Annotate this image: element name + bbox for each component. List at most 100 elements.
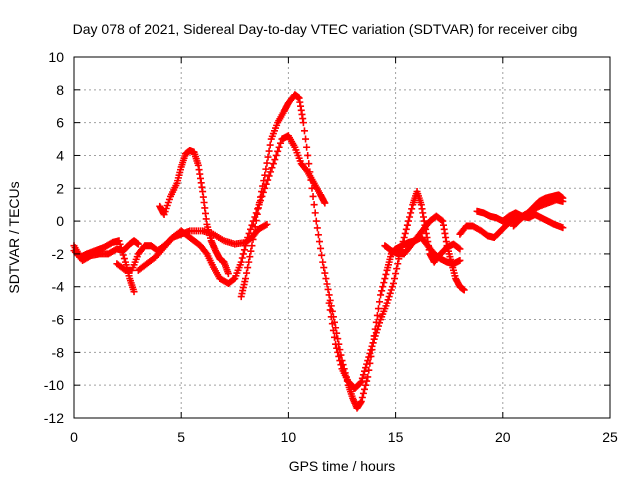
data-point (263, 159, 271, 167)
data-point (359, 389, 367, 397)
y-tick-label: 8 (56, 82, 64, 98)
data-point (323, 280, 331, 288)
data-point (258, 188, 266, 196)
plot-frame (73, 56, 611, 419)
data-point (312, 217, 320, 225)
data-point (300, 127, 308, 135)
series-track-8 (381, 212, 468, 294)
data-markers (70, 91, 567, 412)
series-track-10 (473, 207, 567, 232)
data-point (325, 299, 333, 307)
data-point (263, 220, 271, 228)
data-point (376, 298, 384, 306)
data-point (336, 357, 344, 365)
data-point (304, 151, 312, 159)
data-point (325, 291, 333, 299)
data-point (237, 258, 245, 266)
data-point (369, 339, 377, 347)
data-point (260, 177, 268, 185)
data-point (120, 255, 128, 263)
data-point (373, 325, 381, 333)
data-point (261, 171, 269, 179)
data-point (357, 378, 365, 386)
data-point (245, 258, 253, 266)
data-point (393, 265, 401, 273)
series-track-11 (510, 191, 567, 230)
data-point (253, 210, 261, 218)
y-tick-label: 10 (48, 49, 64, 65)
data-point (244, 234, 252, 241)
y-tick-label: -12 (44, 410, 64, 426)
data-point (389, 279, 397, 287)
data-point (254, 204, 262, 212)
data-point (321, 199, 329, 207)
data-point (370, 335, 378, 343)
data-point (319, 258, 327, 266)
data-point (400, 234, 408, 241)
data-point (230, 275, 238, 283)
data-point (244, 264, 252, 272)
data-point (559, 224, 567, 232)
data-point (252, 209, 260, 217)
data-point (251, 223, 259, 231)
data-point (310, 201, 318, 209)
x-tick-label: 10 (281, 429, 297, 445)
data-point (274, 147, 282, 155)
data-point (259, 182, 267, 190)
data-point (332, 340, 340, 348)
data-point (326, 306, 334, 314)
data-point (394, 260, 402, 268)
data-point (250, 229, 258, 237)
data-point (318, 251, 326, 259)
data-point (262, 165, 270, 173)
series-track-2 (70, 237, 142, 264)
data-point (324, 285, 332, 293)
data-point (358, 393, 366, 401)
series-track-9 (456, 196, 567, 241)
data-point (277, 139, 285, 147)
data-point (247, 247, 255, 255)
data-point (402, 225, 410, 233)
data-point (455, 244, 463, 252)
data-point (239, 250, 247, 258)
x-axis-label: GPS time / hours (289, 458, 396, 474)
data-point (377, 291, 385, 299)
x-tick-label: 5 (177, 429, 185, 445)
data-point (371, 332, 379, 340)
x-tick-label: 15 (388, 429, 404, 445)
y-tick-label: -6 (52, 312, 65, 328)
y-tick-label: 4 (56, 147, 64, 163)
data-point (404, 217, 412, 225)
data-point (398, 242, 406, 250)
y-tick-label: -10 (44, 377, 64, 393)
data-point (383, 299, 391, 307)
data-point (242, 275, 250, 283)
data-point (386, 289, 394, 297)
data-point (328, 320, 336, 328)
data-point (385, 293, 393, 301)
data-point (262, 180, 270, 188)
data-point (314, 231, 322, 239)
data-point (130, 288, 138, 296)
data-point (374, 322, 382, 330)
data-point (378, 287, 386, 295)
data-point (246, 253, 254, 261)
data-point (382, 270, 390, 278)
data-point (407, 209, 415, 217)
data-point (320, 264, 328, 272)
data-point (269, 160, 277, 168)
series-track-4 (134, 132, 329, 287)
data-point (299, 119, 307, 127)
data-point (306, 168, 314, 176)
data-point (305, 160, 313, 168)
data-point (334, 335, 342, 343)
data-point (257, 193, 265, 201)
y-tick-label: -4 (52, 279, 65, 295)
data-point (381, 275, 389, 283)
data-point (401, 229, 409, 237)
data-point (224, 270, 232, 278)
x-tick-label: 20 (495, 429, 511, 445)
y-tick-label: -8 (52, 344, 65, 360)
data-point (307, 176, 315, 184)
data-point (240, 246, 248, 254)
